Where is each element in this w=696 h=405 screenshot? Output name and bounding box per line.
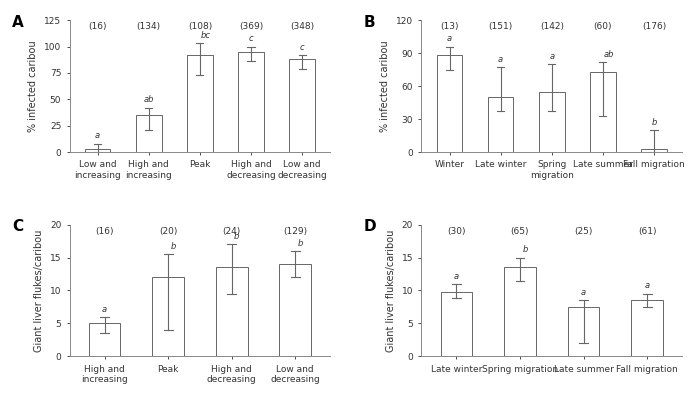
Y-axis label: Giant liver flukes/caribou: Giant liver flukes/caribou (34, 229, 45, 352)
Text: (25): (25) (574, 226, 593, 236)
Bar (152, 277, 184, 356)
Text: (348): (348) (290, 22, 314, 31)
Text: a: a (581, 288, 586, 297)
Text: a: a (447, 34, 452, 43)
Text: (30): (30) (447, 226, 466, 236)
Bar (187, 55, 213, 152)
Bar (488, 97, 514, 152)
Y-axis label: % infected caribou: % infected caribou (381, 40, 390, 132)
Text: b: b (651, 118, 656, 127)
Bar (641, 149, 667, 152)
Text: (142): (142) (540, 22, 564, 31)
Text: ab: ab (603, 50, 615, 59)
Text: (134): (134) (136, 22, 161, 31)
Text: (16): (16) (88, 22, 107, 31)
Bar (590, 72, 616, 152)
Text: (369): (369) (239, 22, 263, 31)
Bar (631, 301, 663, 356)
Bar (504, 267, 536, 356)
Text: C: C (13, 219, 24, 234)
Y-axis label: Giant liver flukes/caribou: Giant liver flukes/caribou (386, 229, 396, 352)
Text: b: b (298, 239, 303, 247)
Text: D: D (364, 219, 377, 234)
Bar (88, 324, 120, 356)
Text: b: b (171, 242, 176, 251)
Text: (13): (13) (441, 22, 459, 31)
Text: c: c (300, 43, 304, 52)
Text: a: a (102, 305, 107, 313)
Text: (16): (16) (95, 226, 114, 236)
Text: (61): (61) (638, 226, 656, 236)
Text: (20): (20) (159, 226, 177, 236)
Text: b: b (523, 245, 528, 254)
Text: c: c (248, 34, 253, 43)
Text: b: b (234, 232, 239, 241)
Text: a: a (644, 281, 649, 290)
Bar (238, 52, 264, 152)
Text: (176): (176) (642, 22, 666, 31)
Text: (129): (129) (283, 226, 308, 236)
Bar (136, 115, 161, 152)
Text: a: a (95, 131, 100, 141)
Text: (60): (60) (594, 22, 612, 31)
Text: A: A (13, 15, 24, 30)
Bar (539, 92, 564, 152)
Bar (279, 264, 311, 356)
Bar (290, 59, 315, 152)
Text: ab: ab (143, 96, 154, 104)
Bar (568, 307, 599, 356)
Text: B: B (364, 15, 376, 30)
Text: a: a (454, 272, 459, 281)
Text: a: a (549, 52, 554, 61)
Bar (437, 55, 462, 152)
Bar (441, 292, 473, 356)
Text: (151): (151) (489, 22, 513, 31)
Bar (85, 149, 111, 152)
Bar (216, 267, 248, 356)
Text: a: a (498, 55, 503, 64)
Text: (108): (108) (188, 22, 212, 31)
Text: bc: bc (201, 31, 211, 40)
Text: (65): (65) (511, 226, 529, 236)
Text: (24): (24) (223, 226, 241, 236)
Y-axis label: % infected caribou: % infected caribou (29, 40, 38, 132)
